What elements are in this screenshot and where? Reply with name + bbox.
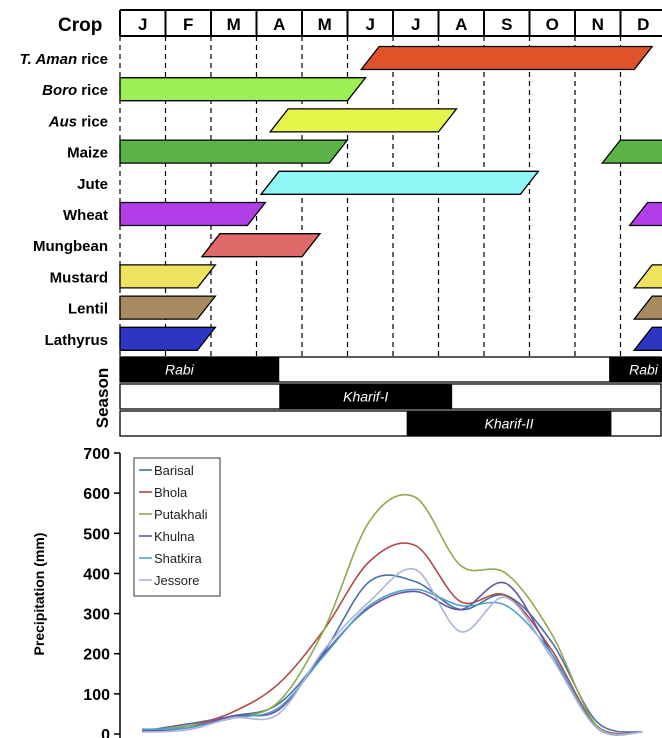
crop-bar — [119, 295, 217, 320]
month-label: J — [138, 15, 147, 34]
crop-bar — [119, 264, 217, 289]
legend-label: Putakhali — [154, 507, 208, 522]
season-bar — [120, 357, 280, 382]
series-line — [141, 574, 643, 733]
y-tick-label: 300 — [83, 607, 110, 624]
month-label: M — [227, 15, 241, 34]
crop-bars — [119, 45, 662, 351]
month-label: F — [183, 15, 193, 34]
legend-label: Jessore — [154, 573, 200, 588]
crop-label: Lentil — [68, 301, 108, 318]
crop-bar — [119, 139, 349, 164]
crop-bar — [119, 201, 267, 227]
crop-bar — [200, 233, 322, 258]
y-tick-label: 0 — [101, 727, 110, 738]
crop-label: Aus rice — [48, 113, 108, 130]
crop-bar — [268, 108, 458, 133]
y-tick-label: 200 — [83, 647, 110, 664]
series-line — [141, 542, 643, 735]
season-label: Rabi — [165, 362, 195, 378]
y-axis-ticks: 0 100 200 300 400 500 600 700 — [83, 446, 121, 738]
crop-labels: T. Aman rice Boro rice Aus rice Maize Jute Wh… — [20, 51, 108, 349]
y-axis-label: Precipitation (mm) — [31, 533, 47, 656]
crop-bar-wrap — [632, 264, 662, 289]
season-axis-label: Season — [93, 368, 112, 428]
crop-label: Jute — [77, 176, 108, 193]
y-tick-label: 700 — [83, 446, 110, 463]
crop-header-label: Crop — [58, 15, 102, 36]
legend-label: Khulna — [154, 529, 195, 544]
series-line — [141, 567, 643, 736]
crop-label: T. Aman rice — [20, 51, 108, 68]
crop-label: Lathyrus — [45, 332, 108, 349]
crop-bar — [119, 77, 367, 102]
legend-label: Bhola — [154, 485, 188, 500]
month-label: A — [273, 15, 285, 34]
month-label: D — [637, 15, 649, 34]
season-bar — [406, 411, 612, 436]
season-bar — [279, 384, 453, 409]
crop-label: Boro rice — [42, 82, 108, 99]
crop-bar-wrap — [632, 295, 662, 320]
y-tick-label: 500 — [83, 526, 110, 543]
crop-bar-wrap — [628, 201, 662, 227]
crop-bar — [359, 45, 654, 71]
season-label: Kharif-I — [343, 389, 388, 405]
legend-box — [133, 457, 221, 597]
series-lines — [141, 493, 643, 736]
month-label: A — [455, 15, 467, 34]
crop-label: Maize — [67, 145, 108, 162]
month-label: O — [546, 15, 559, 34]
month-label: J — [411, 15, 420, 34]
season-bar-wrap — [609, 357, 662, 382]
y-tick-label: 400 — [83, 566, 110, 583]
month-label: J — [366, 15, 375, 34]
chart-legend: Barisal Bhola Putakhali Khulna Shatkira Jesso… — [133, 457, 221, 597]
season-rows: Rabi Rabi Kharif-I Kharif-II — [119, 356, 662, 437]
legend-label: Barisal — [154, 463, 194, 478]
y-tick-label: 100 — [83, 687, 110, 704]
month-label: M — [318, 15, 332, 34]
y-tick-label: 600 — [83, 486, 110, 503]
crop-label: Mungbean — [33, 238, 108, 255]
crop-label: Wheat — [63, 207, 108, 224]
crop-bar-wrap — [632, 326, 662, 351]
season-label: Kharif-II — [485, 416, 534, 432]
month-label: S — [501, 15, 512, 34]
series-line — [141, 581, 643, 736]
crop-bar — [119, 326, 217, 351]
series-line — [141, 588, 643, 736]
crop-bar — [259, 170, 540, 195]
month-label: N — [592, 15, 604, 34]
precipitation-chart: 0 100 200 300 400 500 600 700 Precipitation (mm… — [31, 446, 643, 738]
legend-label: Shatkira — [154, 551, 202, 566]
crop-bar-wrap — [600, 139, 662, 164]
crop-label: Mustard — [50, 269, 108, 286]
season-label: Rabi — [629, 362, 659, 378]
